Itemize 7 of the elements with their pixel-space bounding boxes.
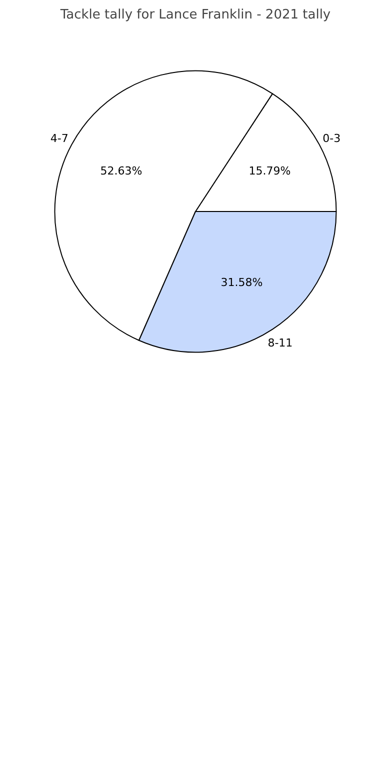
data-label: 15.79% (248, 164, 291, 178)
data-label: 31.58% (220, 276, 263, 290)
chart-title: Tackle tally for Lance Franklin - 2021 tally (59, 8, 331, 22)
slice-label: 8-11 (268, 336, 293, 350)
slice-label: 4-7 (50, 132, 68, 145)
slice-label: 0-3 (322, 132, 341, 145)
data-label: 52.63% (100, 164, 142, 178)
